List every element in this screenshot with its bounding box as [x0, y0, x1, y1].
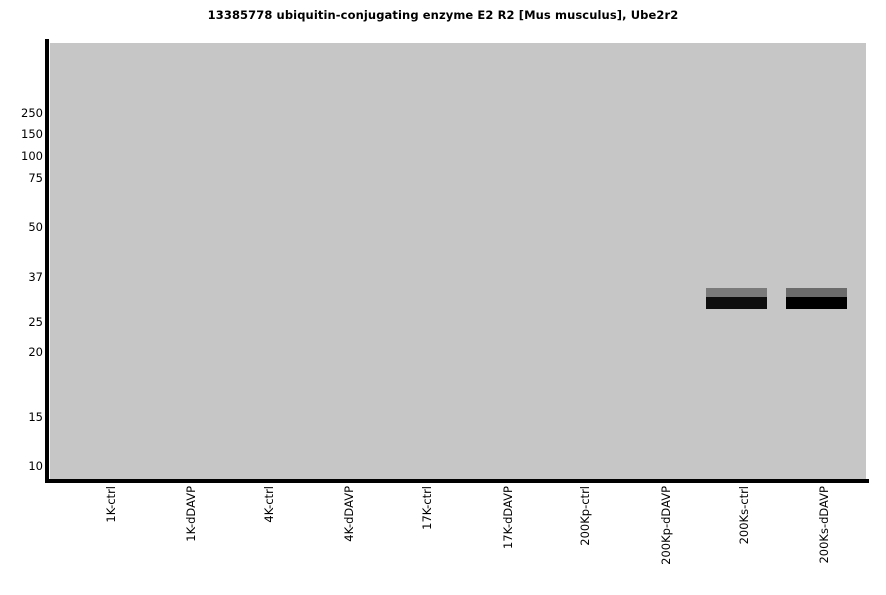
- gel-lane: [706, 43, 767, 480]
- y-axis-tick-label: 75: [28, 171, 43, 185]
- y-axis-line: [45, 39, 49, 482]
- protein-band-upper-segment: [706, 288, 767, 297]
- x-axis-tick-label: 1K-ctrl: [104, 486, 118, 523]
- x-axis-tick-label: 1K-dDAVP: [184, 486, 198, 542]
- y-axis-tick-label: 20: [28, 345, 43, 359]
- y-axis-tick-label: 25: [28, 315, 43, 329]
- x-axis-tick-label: 4K-dDAVP: [342, 486, 356, 542]
- y-axis-tick-label: 250: [21, 106, 43, 120]
- protein-band: [706, 288, 767, 309]
- protein-band-lower-segment: [706, 297, 767, 309]
- y-axis-tick-label: 150: [21, 127, 43, 141]
- plot-area: [50, 43, 866, 480]
- x-axis-tick-label: 17K-ctrl: [420, 486, 434, 530]
- x-axis-tick-label: 200Ks-dDAVP: [817, 486, 831, 564]
- y-axis-tick-label: 37: [28, 270, 43, 284]
- x-axis-line: [45, 479, 869, 483]
- protein-band-lower-segment: [786, 297, 847, 309]
- x-axis-tick-label: 200Ks-ctrl: [737, 486, 751, 545]
- page-title: 13385778 ubiquitin-conjugating enzyme E2…: [207, 8, 679, 22]
- y-axis-tick-label: 100: [21, 149, 43, 163]
- y-axis-tick-label: 10: [28, 459, 43, 473]
- x-axis-tick-label: 200Kp-ctrl: [578, 486, 592, 546]
- protein-band-upper-segment: [786, 288, 847, 297]
- gel-lane: [786, 43, 847, 480]
- y-axis-tick-label: 15: [28, 410, 43, 424]
- y-axis-tick-labels: 250 150 100 75 50 37 25 20 15 10: [0, 0, 43, 595]
- protein-band: [786, 288, 847, 309]
- x-axis-tick-label: 17K-dDAVP: [501, 486, 515, 550]
- x-axis-tick-label: 4K-ctrl: [262, 486, 276, 523]
- y-axis-tick-label: 50: [28, 220, 43, 234]
- x-axis-tick-label: 200Kp-dDAVP: [659, 486, 673, 565]
